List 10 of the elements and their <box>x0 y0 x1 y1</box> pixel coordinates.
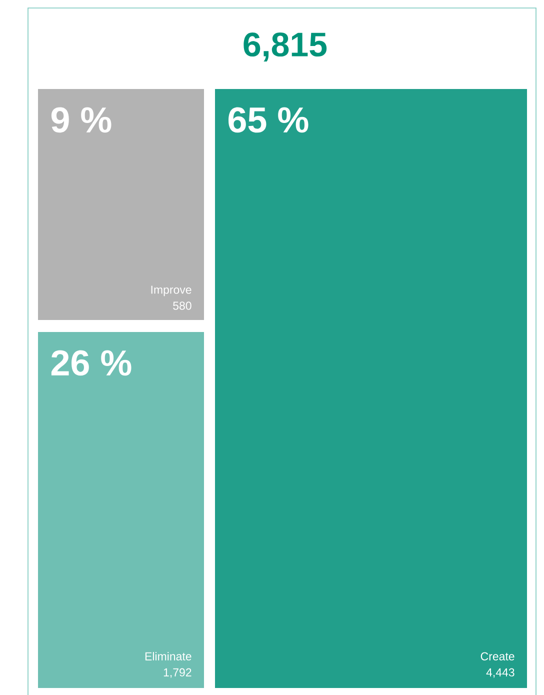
text: 26 % <box>51 350 132 376</box>
text: 6,815 <box>244 32 327 62</box>
category-label: Improve <box>151 286 192 296</box>
data-label: 4,443 <box>486 668 514 678</box>
category-label: Create <box>480 652 514 660</box>
text: 65 % <box>228 107 308 133</box>
data-label: 580 <box>173 302 192 310</box>
text: 9 % <box>51 107 112 133</box>
data-label: 1,792 <box>164 668 192 678</box>
category-label: Eliminate <box>145 652 192 660</box>
